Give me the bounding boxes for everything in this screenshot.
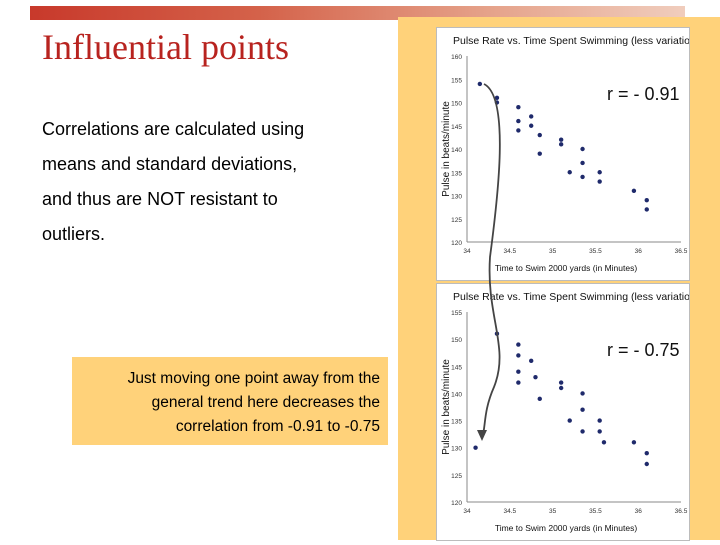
data-point [644, 197, 649, 203]
x-tick-label: 36 [635, 508, 643, 515]
body-text: Correlations are calculated using means … [42, 112, 372, 252]
data-point [597, 429, 602, 434]
chart-panel: Pulse Rate vs. Time Spent Swimming (less… [398, 17, 720, 541]
chart-bottom: Pulse Rate vs. Time Spent Swimming (less… [436, 283, 699, 541]
data-point [644, 207, 649, 212]
callout-line: general trend here decreases the [151, 394, 380, 411]
data-point [529, 114, 534, 119]
x-tick-label: 36.5 [675, 508, 688, 515]
y-tick-label: 125 [451, 473, 462, 480]
data-point [601, 440, 607, 445]
scatter-chart-bottom: Pulse Rate vs. Time Spent Swimming (less… [441, 291, 699, 533]
data-point [494, 95, 500, 101]
y-tick-label: 135 [451, 170, 462, 177]
title-accent-bar [30, 6, 685, 20]
y-tick-label: 150 [451, 337, 462, 344]
data-point [558, 380, 564, 385]
data-point [516, 353, 521, 358]
chart-title: Pulse Rate vs. Time Spent Swimming (less… [453, 35, 689, 47]
data-point [516, 369, 521, 374]
data-point [477, 81, 483, 87]
x-axis-label: Time to Swim 2000 yards (in Minutes) [495, 263, 638, 273]
body-line: and thus are NOT resistant to [42, 189, 278, 209]
body-line: outliers. [42, 224, 106, 244]
y-tick-label: 140 [451, 147, 462, 154]
data-point [558, 142, 564, 147]
callout-line: Just moving one point away from the [127, 370, 380, 387]
data-point [529, 123, 534, 128]
data-point [473, 445, 478, 450]
body-line: means and standard deviations, [42, 154, 298, 174]
data-point [494, 100, 500, 105]
y-tick-label: 130 [451, 446, 462, 453]
data-point [516, 128, 521, 133]
y-tick-label: 120 [451, 500, 462, 507]
chart-title: Pulse Rate vs. Time Spent Swimming (less… [453, 291, 689, 303]
data-point [558, 137, 564, 142]
y-tick-label: 155 [451, 310, 462, 317]
x-tick-label: 34 [463, 248, 471, 255]
data-point [597, 418, 602, 423]
y-tick-label: 140 [451, 391, 462, 398]
x-tick-label: 36 [635, 248, 643, 255]
x-axis-label: Time to Swim 2000 yards (in Minutes) [495, 523, 638, 533]
y-tick-label: 160 [451, 54, 462, 61]
y-tick-label: 155 [451, 77, 462, 84]
data-point [567, 418, 572, 423]
data-point [529, 358, 534, 364]
callout-box: Just moving one point away from the gene… [72, 357, 388, 445]
y-axis-label: Pulse in beats/minute [441, 359, 452, 455]
x-tick-label: 35.5 [589, 248, 602, 255]
data-point [537, 151, 542, 156]
y-tick-label: 145 [451, 364, 462, 371]
data-point [558, 385, 564, 391]
x-tick-label: 34.5 [503, 248, 516, 255]
data-point [580, 146, 585, 152]
data-point [631, 440, 637, 445]
data-point [516, 342, 521, 347]
correlation-annotation: r = - 0.91 [607, 84, 680, 104]
y-tick-label: 125 [451, 217, 462, 224]
data-point [580, 407, 585, 412]
x-tick-label: 35 [549, 248, 557, 255]
slide-title: Influential points [42, 27, 289, 67]
data-point [580, 174, 585, 180]
y-tick-label: 130 [451, 194, 462, 201]
scatter-chart-top: Pulse Rate vs. Time Spent Swimming (less… [441, 35, 699, 273]
data-point [516, 118, 521, 124]
x-tick-label: 35 [549, 508, 557, 515]
data-point [580, 391, 585, 396]
x-tick-label: 36.5 [675, 248, 688, 255]
data-point [537, 132, 542, 138]
data-point [494, 331, 500, 336]
x-tick-label: 35.5 [589, 508, 602, 515]
y-tick-label: 120 [451, 240, 462, 247]
y-tick-label: 150 [451, 101, 462, 108]
data-point [516, 380, 521, 385]
data-point [567, 170, 572, 175]
correlation-annotation: r = - 0.75 [607, 340, 680, 360]
y-tick-label: 135 [451, 419, 462, 426]
data-point [597, 179, 602, 184]
x-tick-label: 34 [463, 508, 471, 515]
data-point [580, 160, 585, 166]
data-point [597, 170, 602, 175]
data-point [644, 461, 649, 467]
y-axis-label: Pulse in beats/minute [441, 101, 452, 197]
chart-top: Pulse Rate vs. Time Spent Swimming (less… [436, 27, 699, 281]
data-point [631, 188, 637, 194]
y-tick-label: 145 [451, 124, 462, 131]
data-point [533, 374, 538, 380]
callout-line: correlation from -0.91 to -0.75 [175, 418, 380, 435]
data-point [580, 429, 585, 434]
data-point [644, 450, 649, 456]
data-point [516, 104, 521, 110]
body-line: Correlations are calculated using [42, 119, 305, 139]
data-point [537, 396, 542, 402]
x-tick-label: 34.5 [503, 508, 516, 515]
